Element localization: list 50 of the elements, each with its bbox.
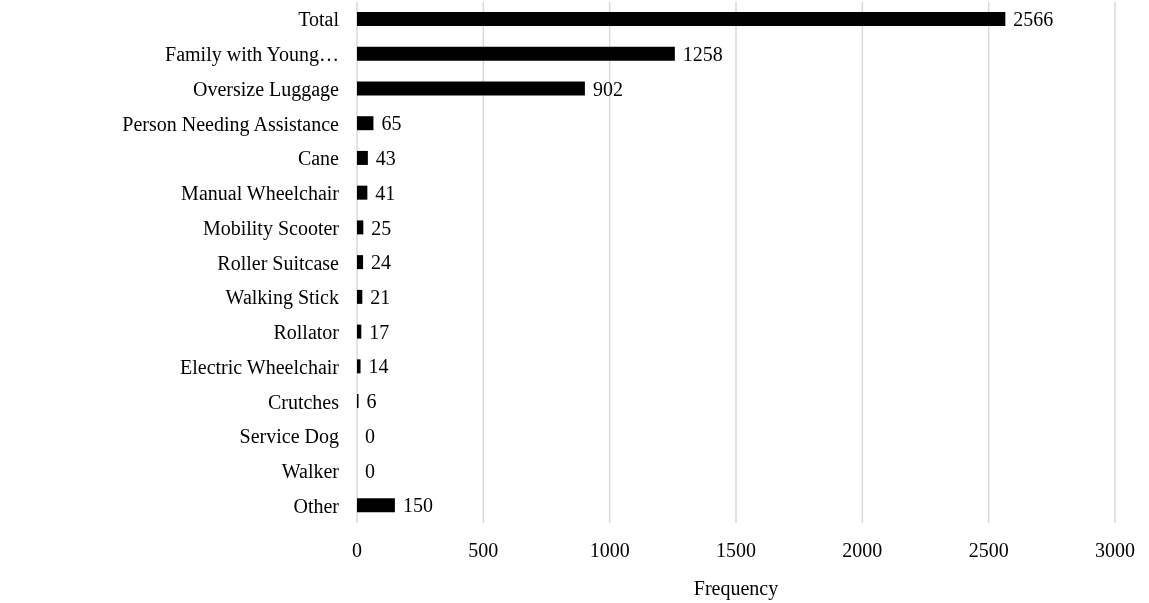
data-label: 150 (402, 494, 433, 517)
x-tick-label: 3000 (1095, 539, 1135, 562)
y-tick-label: Total (298, 8, 340, 31)
data-label: 41 (375, 181, 396, 204)
y-tick-label: Service Dog (239, 425, 339, 449)
x-tick-label: 0 (352, 539, 362, 562)
bar (357, 116, 374, 131)
x-tick-label: 500 (468, 539, 499, 562)
bar (357, 46, 675, 61)
data-label: 65 (381, 112, 402, 135)
data-label: 1258 (682, 42, 723, 65)
x-tick-label: 2500 (968, 539, 1009, 562)
y-tick-label: Rollator (273, 321, 340, 344)
bar (357, 220, 364, 235)
bar (357, 289, 363, 304)
y-tick-label: Mobility Scooter (202, 216, 340, 240)
y-tick-label: Oversize Luggage (192, 77, 340, 101)
bar (357, 185, 368, 200)
y-tick-label: Electric Wheelchair (180, 355, 340, 378)
data-label: 902 (592, 77, 623, 100)
x-tick-label: 1500 (716, 539, 756, 562)
bar (357, 498, 395, 513)
bar (357, 255, 364, 270)
y-tick-label: Person Needing Assistance (122, 112, 340, 136)
data-label: 24 (371, 251, 392, 274)
bar (357, 359, 361, 374)
bar (357, 12, 1006, 26)
y-tick-label: Crutches (267, 390, 340, 413)
y-tick-label: Other (293, 494, 340, 517)
x-tick-label: 2000 (842, 539, 883, 562)
data-label: 2566 (1013, 8, 1054, 31)
data-label: 21 (370, 285, 391, 308)
x-axis-title: Frequency (693, 577, 779, 600)
bar (357, 324, 362, 339)
y-tick-label: Roller Suitcase (217, 251, 340, 274)
y-tick-label: Family with Young… (165, 43, 339, 67)
data-label: 14 (368, 355, 389, 378)
y-tick-label: Walker (281, 460, 340, 482)
data-label: 25 (371, 216, 392, 239)
y-tick-label: Cane (297, 147, 340, 170)
bar (357, 150, 368, 165)
bar (357, 81, 585, 96)
y-tick-label: Manual Wheelchair (181, 182, 340, 205)
data-label: 6 (366, 390, 377, 413)
x-tick-label: 1000 (589, 539, 630, 562)
data-label: 0 (365, 424, 376, 447)
data-label: 43 (375, 147, 396, 170)
data-label: 0 (365, 459, 376, 482)
y-tick-label: Walking Stick (225, 286, 339, 310)
data-label: 17 (369, 320, 390, 343)
